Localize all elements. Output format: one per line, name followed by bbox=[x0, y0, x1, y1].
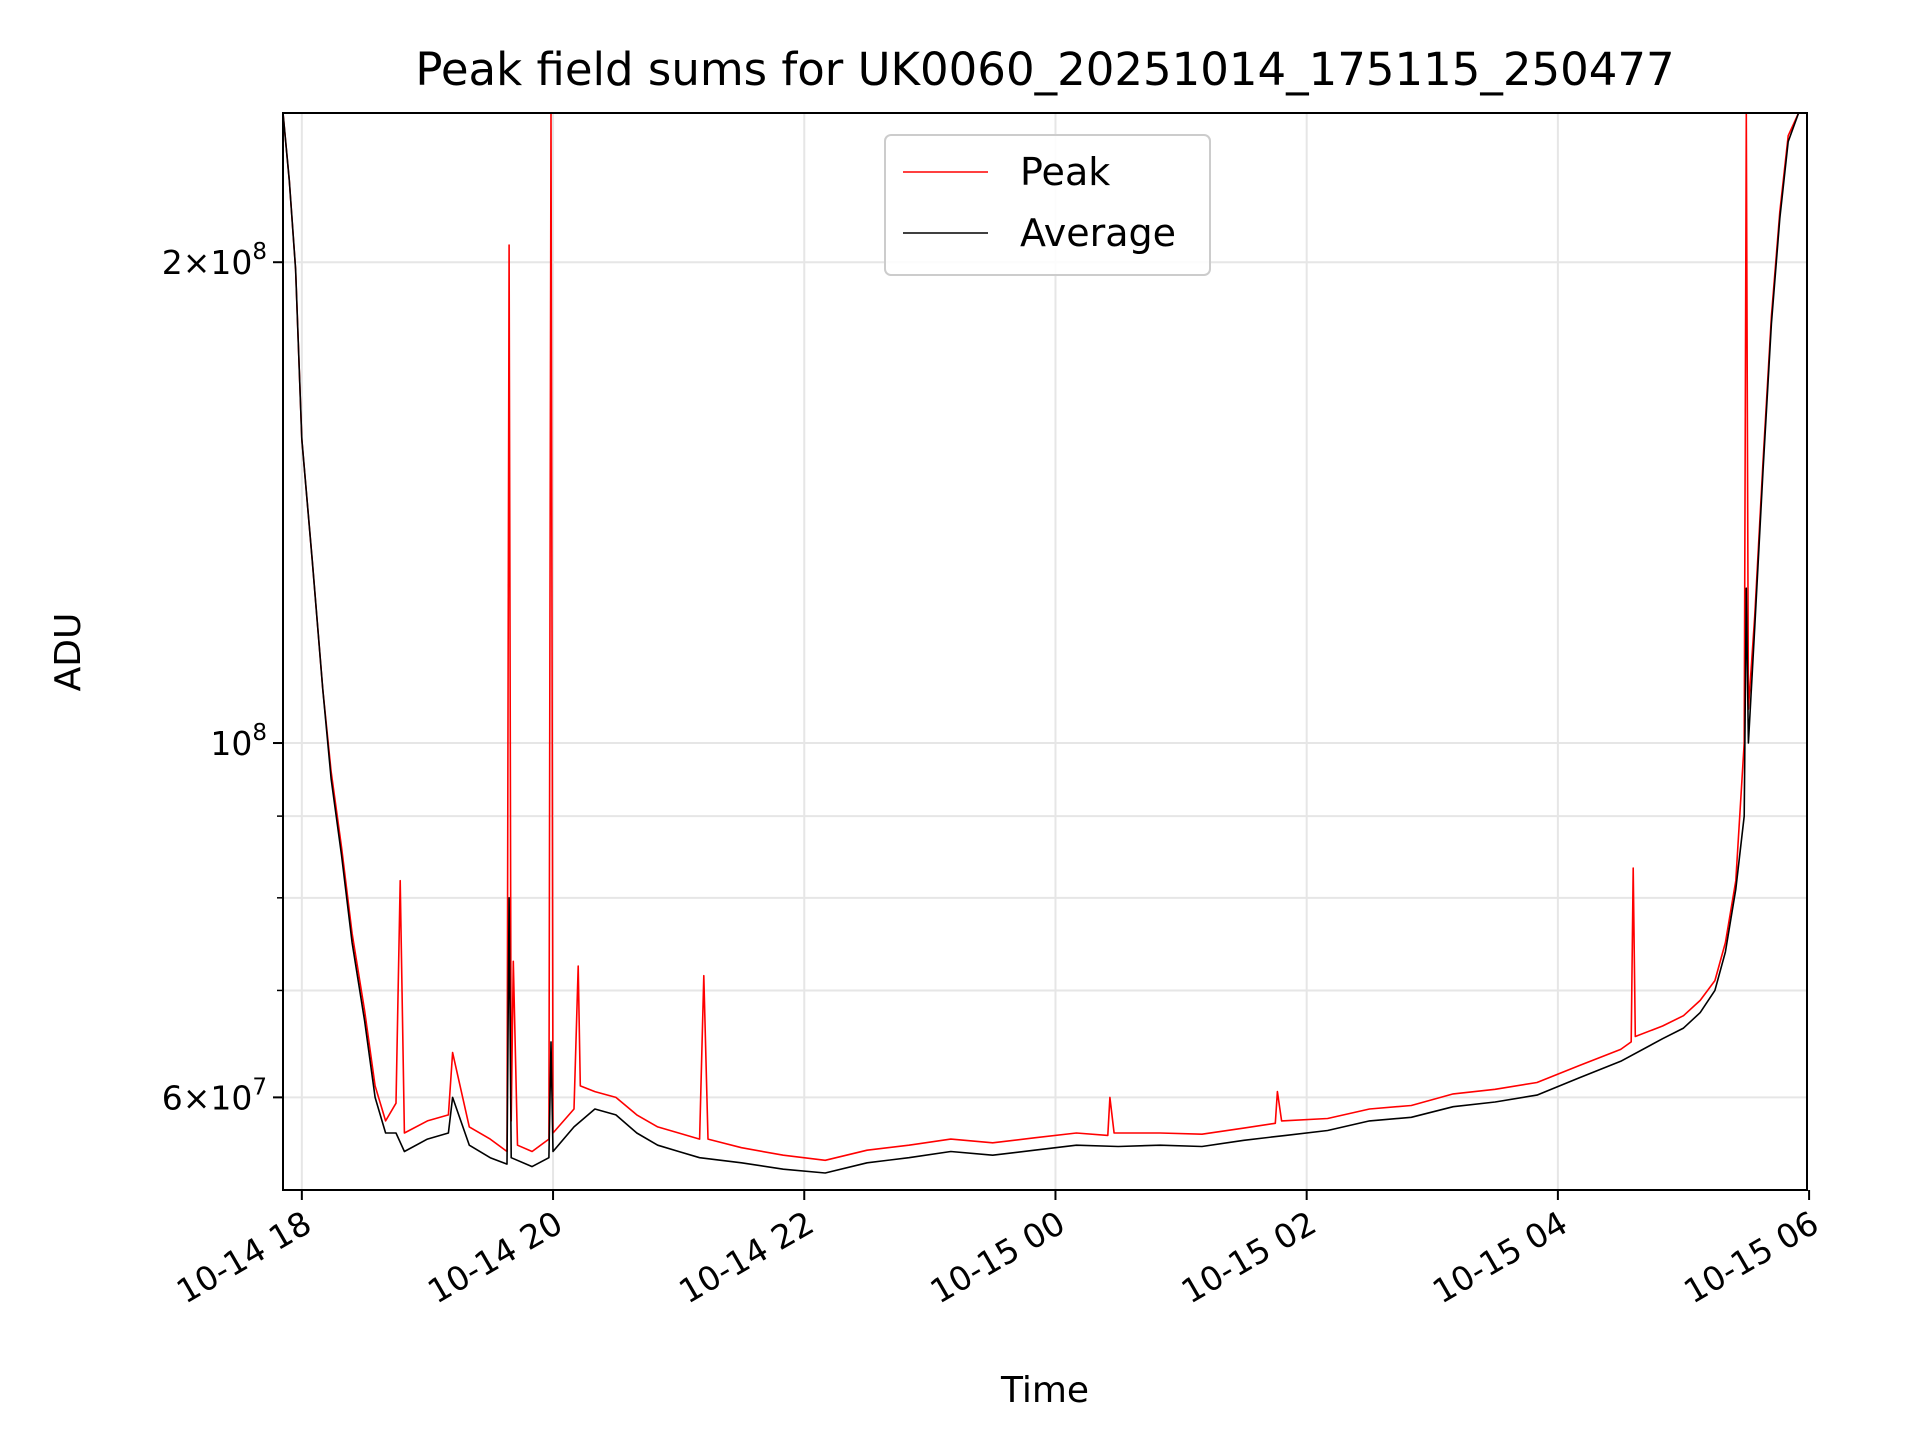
legend-box bbox=[884, 134, 1211, 276]
chart-title: Peak field sums for UK0060_20251014_1751… bbox=[415, 43, 1674, 96]
plot-frame bbox=[282, 112, 1808, 1191]
series-line-peak bbox=[282, 112, 1807, 1162]
series-layer bbox=[282, 112, 1807, 1174]
x-axis-label: Time bbox=[1000, 1370, 1089, 1411]
y-axis: 6×107 108 2×108 bbox=[162, 239, 283, 1117]
y-tick-label: 2×108 bbox=[162, 239, 267, 282]
legend: Peak Average bbox=[884, 134, 1211, 276]
legend-label-peak: Peak bbox=[1020, 150, 1110, 194]
y-axis-label: ADU bbox=[48, 613, 89, 692]
y-tick-label: 108 bbox=[210, 720, 267, 763]
legend-label-average: Average bbox=[1020, 211, 1176, 255]
y-tick-label: 6×107 bbox=[162, 1074, 267, 1117]
series-line-average bbox=[282, 112, 1807, 1174]
grid bbox=[283, 113, 1807, 1190]
